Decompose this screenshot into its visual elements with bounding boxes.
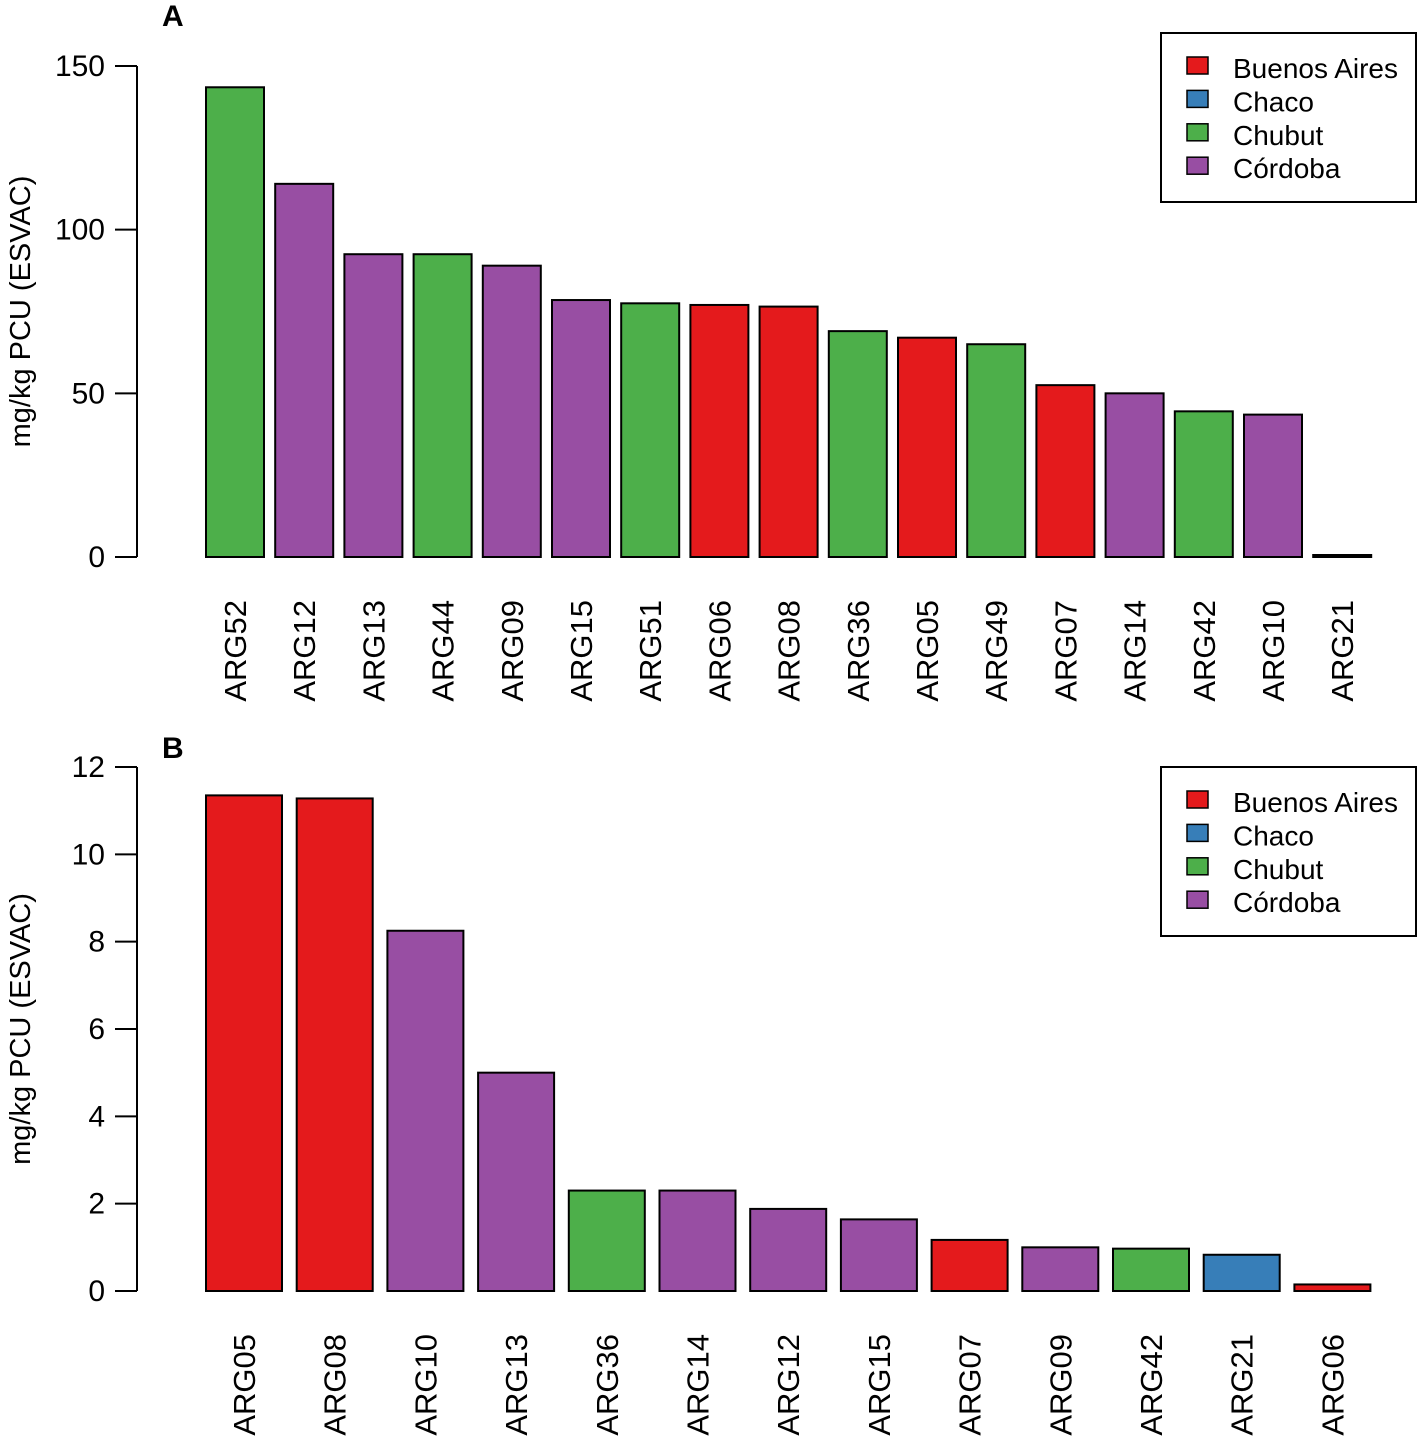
panel-b-y-tick-label: 6 — [88, 1013, 105, 1046]
panel-a-bar-arg44 — [412, 253, 473, 558]
panel-b-category-label: ARG15 — [862, 1334, 897, 1436]
panel-b-bar-arg07 — [930, 1238, 1009, 1293]
panel-a-bar-arg21 — [1312, 554, 1373, 558]
panel-b-category-label: ARG09 — [1043, 1334, 1078, 1436]
panel-b-bar-arg15 — [839, 1218, 918, 1293]
panel-a-bar-arg52 — [205, 86, 265, 558]
panel-b-legend-label: Chaco — [1233, 820, 1314, 851]
panel-b-y-tick-label: 12 — [72, 751, 105, 784]
panel-a-category-label: ARG52 — [218, 600, 253, 702]
panel-a-y-tick-label: 150 — [55, 50, 105, 83]
panel-a-bar-arg10 — [1243, 413, 1303, 558]
panel-b-bar-arg36 — [567, 1189, 646, 1292]
panel-b-bar-arg08 — [295, 797, 374, 1292]
panel-a-category-label: ARG05 — [910, 600, 945, 702]
panel-a-category-label: ARG42 — [1187, 600, 1222, 702]
panel-a-bar-arg05 — [897, 336, 957, 559]
panel-b-legend-swatch — [1186, 857, 1209, 876]
panel-a-legend-swatch — [1186, 56, 1209, 75]
panel-b-category-label: ARG10 — [408, 1334, 443, 1436]
panel-a-legend-label: Chaco — [1233, 86, 1314, 117]
panel-a-letter: A — [162, 0, 184, 33]
panel-b-legend-label: Córdoba — [1233, 887, 1341, 918]
panel-b-category-label: ARG21 — [1225, 1334, 1260, 1436]
panel-b-category-label: ARG36 — [590, 1334, 625, 1436]
panel-b-category-label: ARG14 — [681, 1334, 716, 1436]
panel-b-bar-arg21 — [1202, 1253, 1281, 1293]
panel-b-y-tick-label: 10 — [72, 838, 105, 871]
panel-b-bar-arg10 — [386, 929, 465, 1292]
panel-a-category-label: ARG10 — [1256, 600, 1291, 702]
panel-a-category-label: ARG06 — [702, 600, 737, 702]
panel-a-bar-arg49 — [966, 343, 1027, 558]
panel-a-category-label: ARG15 — [564, 600, 599, 702]
panel-a-legend-label: Córdoba — [1233, 153, 1341, 184]
panel-a-legend-label: Chubut — [1233, 120, 1324, 151]
panel-a-y-axis-label: mg/kg PCU (ESVAC) — [5, 176, 37, 448]
panel-a-bar-arg14 — [1104, 392, 1165, 559]
panel-a-category-label: ARG49 — [979, 600, 1014, 702]
panel-b-y-tick-label: 0 — [88, 1275, 105, 1308]
panel-b-legend-label: Buenos Aires — [1233, 787, 1398, 818]
panel-b-y-axis-label: mg/kg PCU (ESVAC) — [5, 893, 37, 1165]
panel-b-category-label: ARG42 — [1134, 1334, 1169, 1436]
panel-b-category-label: ARG06 — [1315, 1334, 1350, 1436]
panel-b-bar-arg06 — [1293, 1283, 1372, 1292]
panel-a-bar-arg36 — [827, 330, 888, 559]
panel-a-bar-arg09 — [481, 264, 542, 558]
panel-b-bar-arg05 — [205, 794, 283, 1293]
panel-a-y-tick-label: 0 — [88, 541, 105, 574]
panel-a-bar-arg06 — [689, 303, 750, 558]
panel-b-bar-arg13 — [477, 1071, 556, 1292]
panel-a-bar-arg08 — [758, 305, 819, 558]
panel-b-bar-arg09 — [1021, 1246, 1100, 1293]
panel-a-category-label: ARG12 — [287, 600, 322, 702]
panel-a-bar-arg42 — [1173, 410, 1234, 558]
panel-a-category-label: ARG08 — [772, 600, 807, 702]
panel-a-category-label: ARG21 — [1325, 600, 1360, 702]
panel-a-category-label: ARG13 — [356, 600, 391, 702]
panel-b-bar-arg12 — [749, 1207, 828, 1292]
panel-a-bar-arg12 — [274, 182, 335, 558]
panel-a-bar-arg13 — [343, 253, 404, 558]
panel-b-y-tick-label: 4 — [88, 1100, 105, 1133]
panel-a-category-label: ARG51 — [633, 600, 668, 702]
panel-b-y-tick-label: 8 — [88, 926, 105, 959]
panel-b-letter: B — [162, 732, 184, 765]
panel-b-bar-arg42 — [1112, 1247, 1190, 1292]
panel-b-legend-label: Chubut — [1233, 854, 1324, 885]
panel-a-category-label: ARG07 — [1048, 600, 1083, 702]
panel-a-legend-label: Buenos Aires — [1233, 53, 1398, 84]
panel-a-bar-arg15 — [551, 299, 611, 558]
panel-b-legend-swatch — [1186, 890, 1209, 909]
panel-a-y-tick-label: 50 — [72, 377, 105, 410]
panel-a-y-tick-label: 100 — [55, 214, 105, 247]
panel-b-y-tick-label: 2 — [88, 1188, 105, 1221]
panel-b-category-label: ARG12 — [771, 1334, 806, 1436]
panel-a-bar-arg07 — [1035, 384, 1096, 558]
panel-b-legend-swatch — [1186, 790, 1209, 809]
panel-b-category-label: ARG05 — [227, 1334, 262, 1436]
panel-a-category-label: ARG14 — [1118, 600, 1153, 702]
panel-b-category-label: ARG13 — [499, 1334, 534, 1436]
panel-a-category-label: ARG44 — [426, 600, 461, 702]
panel-b-bar-arg14 — [658, 1189, 737, 1292]
panel-a-legend-swatch — [1186, 156, 1209, 175]
panel-b-category-label: ARG07 — [953, 1334, 988, 1436]
panel-a-bar-arg51 — [620, 302, 681, 559]
panel-a-legend-swatch — [1186, 89, 1209, 109]
panel-a-category-label: ARG36 — [841, 600, 876, 702]
panel-a-legend-swatch — [1186, 123, 1209, 142]
panel-b-legend-swatch — [1186, 823, 1209, 843]
panel-a-category-label: ARG09 — [495, 600, 530, 702]
panel-b-category-label: ARG08 — [318, 1334, 353, 1436]
